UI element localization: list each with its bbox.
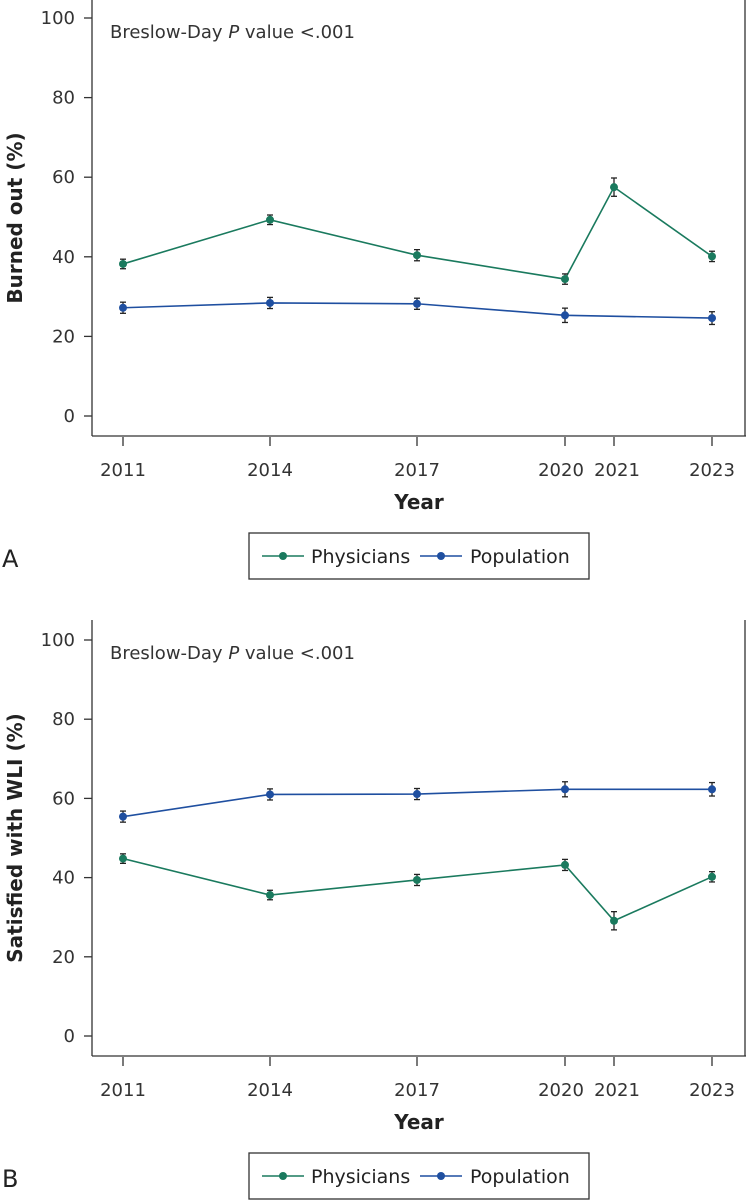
- y-tick-label: 20: [52, 326, 75, 347]
- x-tick-label: 2014: [247, 1080, 293, 1101]
- y-axis-label: Satisfied with WLI (%): [3, 713, 27, 963]
- data-point-physicians: [561, 275, 569, 284]
- y-tick-label: 0: [64, 1026, 75, 1047]
- data-point-physicians: [413, 875, 421, 884]
- data-point-population: [708, 314, 716, 323]
- x-tick-label: 2021: [594, 460, 640, 481]
- data-point-population: [413, 299, 421, 308]
- data-point-physicians: [266, 215, 274, 224]
- series-line-physicians: [122, 185, 713, 280]
- x-tick-label: 2011: [100, 1080, 146, 1101]
- x-tick-label: 2021: [594, 1080, 640, 1101]
- data-point-population: [119, 303, 127, 312]
- legend-box: [248, 1152, 590, 1200]
- x-axis-label: Year: [393, 490, 444, 514]
- legend-label-population: Population: [470, 1166, 570, 1188]
- data-point-population: [708, 785, 716, 794]
- data-point-population: [119, 812, 127, 821]
- y-axis-ticks: 0 20 40 60 80 100: [41, 8, 92, 427]
- series-line-physicians: [122, 857, 713, 922]
- legend-marker-population: [437, 1172, 445, 1180]
- x-tick-label: 2020: [538, 460, 584, 481]
- panel-label: A: [2, 545, 19, 573]
- x-tick-label: 2014: [247, 460, 293, 481]
- x-tick-label: 2011: [100, 460, 146, 481]
- y-axis-ticks: 0 20 40 60 80 100: [41, 630, 92, 1047]
- x-tick-label: 2023: [689, 1080, 735, 1101]
- annotation: Breslow-Day P value <.001: [110, 643, 355, 664]
- y-tick-label: 40: [52, 868, 75, 889]
- data-point-physicians: [119, 259, 127, 268]
- data-point-physicians: [610, 183, 618, 192]
- y-tick-label: 100: [41, 8, 75, 29]
- series-layer: [119, 781, 716, 931]
- data-point-physicians: [413, 251, 421, 260]
- legend-label-physicians: Physicians: [311, 1166, 410, 1188]
- plot-frame: [91, 0, 746, 437]
- plot-frame: [91, 620, 746, 1057]
- legend: Physicians Population: [248, 532, 590, 580]
- data-point-population: [266, 790, 274, 799]
- legend-label-physicians: Physicians: [311, 546, 410, 568]
- x-tick-label: 2017: [394, 460, 440, 481]
- legend-marker-population: [437, 552, 445, 560]
- legend-label-population: Population: [470, 546, 570, 568]
- data-point-physicians: [708, 872, 716, 881]
- data-point-population: [561, 785, 569, 794]
- data-point-population: [413, 790, 421, 799]
- panel-label: B: [2, 1165, 18, 1193]
- data-point-physicians: [708, 252, 716, 261]
- y-tick-label: 20: [52, 947, 75, 968]
- panel-a: 0 20 40 60 80 100 2011 2014 2017 2020 2021 2023 Br…: [2, 0, 746, 580]
- y-tick-label: 80: [52, 709, 75, 730]
- x-tick-label: 2023: [689, 460, 735, 481]
- y-tick-label: 40: [52, 247, 75, 268]
- legend: Physicians Population: [248, 1152, 590, 1200]
- x-axis-ticks: 2011 2014 2017 2020 2021 2023: [100, 1057, 735, 1101]
- x-tick-label: 2017: [394, 1080, 440, 1101]
- y-tick-label: 0: [64, 406, 75, 427]
- data-point-physicians: [266, 891, 274, 900]
- y-tick-label: 80: [52, 88, 75, 109]
- data-point-physicians: [119, 854, 127, 863]
- data-point-physicians: [610, 916, 618, 925]
- legend-marker-physicians: [279, 1172, 287, 1180]
- x-tick-label: 2020: [538, 1080, 584, 1101]
- legend-box: [248, 532, 590, 580]
- data-point-population: [561, 311, 569, 320]
- y-tick-label: 100: [41, 630, 75, 651]
- series-layer: [119, 177, 716, 326]
- legend-marker-physicians: [279, 552, 287, 560]
- data-point-physicians: [561, 860, 569, 869]
- y-tick-label: 60: [52, 167, 75, 188]
- data-point-population: [266, 298, 274, 307]
- y-axis-label: Burned out (%): [3, 132, 27, 303]
- y-tick-label: 60: [52, 788, 75, 809]
- panel-b: 0 20 40 60 80 100 2011 2014 2017 2020 2021 2023 Br…: [2, 620, 746, 1200]
- x-axis-ticks: 2011 2014 2017 2020 2021 2023: [100, 437, 735, 481]
- annotation: Breslow-Day P value <.001: [110, 22, 355, 43]
- x-axis-label: Year: [393, 1110, 444, 1134]
